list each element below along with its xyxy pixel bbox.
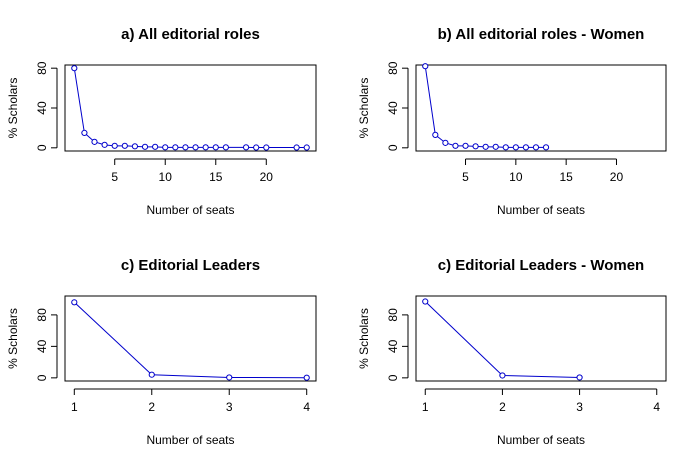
panel-b-x-tick-label: 5 (462, 170, 469, 184)
panel-a-data-point (192, 144, 199, 151)
panel-c-x-tick-label: 1 (71, 400, 78, 414)
panel-a-title: a) All editorial roles (121, 26, 260, 43)
panel-b-y-tick-label: 40 (386, 101, 400, 115)
panel-b-plot-frame (415, 64, 667, 152)
panel-a-data-point (152, 143, 159, 150)
panel-b-data-point (442, 139, 449, 146)
panel-b-title: b) All editorial roles - Women (438, 26, 645, 43)
panel-d-data-point (576, 374, 583, 381)
panel-a-data-point (253, 144, 260, 151)
panel-c-title: c) Editorial Leaders (121, 257, 260, 274)
panel-a-data-point (303, 144, 310, 151)
panel-a-y-tick-label: 80 (35, 61, 49, 75)
panel-b-y-tick-label: 0 (386, 144, 400, 151)
panel-b-data-point (472, 143, 479, 150)
panel-a-data-point (101, 141, 108, 148)
panel-c-y-label: % Scholars (6, 308, 20, 369)
panel-a-x-tick-label: 10 (159, 170, 173, 184)
panel-b-data-point (532, 144, 540, 151)
panel-b-data-point (482, 143, 489, 150)
panel-a-data-point (121, 142, 128, 149)
panel-a-y-label: % Scholars (6, 78, 20, 139)
panel-a-data-point (71, 65, 78, 72)
panel-b-data-point (542, 144, 550, 151)
panel-c-y-tick-label: 0 (35, 374, 49, 381)
panel-d-title: c) Editorial Leaders - Women (438, 257, 644, 274)
panel-d-y-label: % Scholars (357, 308, 371, 369)
panel-c-data-point (226, 374, 233, 381)
panel-a-data-point (91, 138, 98, 145)
panel-d-x-tick-label: 2 (499, 400, 506, 414)
panel-c-data-point (71, 299, 78, 306)
panel-a-data-point (162, 144, 169, 151)
panel-b-x-tick-label: 20 (610, 170, 624, 184)
panel-c-plot-frame (64, 295, 317, 382)
panel-b-data-point (452, 142, 459, 149)
panel-d-x-label: Number of seats (497, 433, 585, 447)
panel-a-data-point (263, 144, 270, 151)
panel-b-y-label: % Scholars (357, 78, 371, 139)
panel-b-data-point (432, 131, 439, 138)
panel-c-x-tick-label: 3 (226, 400, 233, 414)
panel-a-data-point (141, 143, 149, 150)
panel-b-data-point (522, 144, 530, 151)
panel-a-data-point (81, 129, 88, 136)
panel-d-x-tick-label: 1 (422, 400, 429, 414)
panel-a-y-tick-label: 40 (35, 101, 49, 115)
panel-a: a) All editorial roles 5 10 15 20 0 40 80 Number… (6, 26, 317, 217)
panel-a-data-point (182, 144, 189, 151)
panel-a-y-tick-label: 0 (35, 144, 49, 151)
panel-a-data-point (242, 144, 250, 151)
panel-c-series-line (73, 301, 307, 379)
panel-c-y-tick-label: 80 (35, 308, 49, 322)
panel-d-x-tick-label: 4 (653, 400, 660, 414)
panel-d-y-tick-label: 40 (386, 339, 400, 353)
panel-d-series-line (424, 301, 580, 378)
panel-a-plot-frame (64, 64, 317, 152)
panel-c-x-tick-label: 2 (148, 400, 155, 414)
panel-a-data-point (111, 142, 118, 149)
panel-d-y-tick-label: 0 (386, 374, 400, 381)
panel-a-data-point (293, 144, 300, 151)
panel-d-data-point (422, 298, 429, 305)
panel-a-x-tick-label: 20 (260, 170, 274, 184)
panel-d-y-tick-label: 80 (386, 308, 400, 322)
panel-a-data-point (202, 144, 209, 151)
panel-b: b) All editorial roles - Women 5 10 15 20 0 40… (357, 26, 667, 217)
panel-b-data-point (492, 143, 499, 150)
panel-c-y-tick-label: 40 (35, 339, 49, 353)
panel-d-x-tick-label: 3 (576, 400, 583, 414)
panel-d-plot-frame (415, 295, 667, 382)
panel-a-series-line (73, 68, 307, 149)
panel-a-data-point (222, 144, 229, 151)
panel-d-data-point (499, 372, 506, 379)
panel-b-data-point (422, 63, 429, 70)
panel-b-x-label: Number of seats (497, 203, 585, 217)
panel-c-data-point (303, 374, 310, 381)
panel-a-data-point (212, 144, 219, 151)
panel-b-data-point (512, 144, 519, 151)
panel-b-data-point (462, 142, 469, 149)
panel-a-x-label: Number of seats (146, 203, 234, 217)
panel-c-x-label: Number of seats (146, 433, 234, 447)
panel-b-x-tick-label: 15 (559, 170, 573, 184)
panel-b-x-tick-label: 10 (509, 170, 523, 184)
panel-a-data-point (172, 144, 179, 151)
panel-a-data-point (131, 143, 139, 150)
panel-b-data-point (502, 144, 509, 151)
panel-b-series-line (424, 66, 547, 148)
panel-b-y-tick-label: 80 (386, 61, 400, 75)
panel-c-x-tick-label: 4 (303, 400, 310, 414)
panel-c-data-point (148, 371, 155, 378)
panel-a-x-tick-label: 15 (209, 170, 223, 184)
panel-a-x-tick-label: 5 (111, 170, 118, 184)
